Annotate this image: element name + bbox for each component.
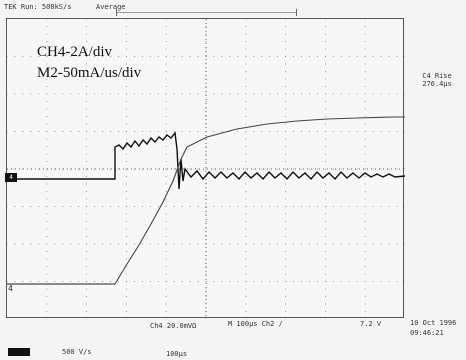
graticule-grid [7, 19, 405, 319]
record-end-tick [296, 9, 297, 16]
acquisition-status: TEK Run: 500kS/s [4, 3, 72, 11]
sample-rate-readout: 500 V/s [62, 348, 92, 356]
channel-badge [8, 348, 30, 356]
ch4-scale-readout: Ch4 20.0mVΩ [150, 322, 197, 330]
ch4-scale-annotation: CH4-2A/div [37, 44, 112, 60]
waveform-area [7, 19, 405, 319]
timestamp: 10 Oct 1996 09:46:21 [410, 318, 466, 338]
ch4-current-trace [7, 131, 405, 190]
scope-display: CH4-2A/div M2-50mA/us/div [6, 18, 405, 319]
m2-time-readout: 100μs [166, 350, 188, 358]
acquisition-mode: Average [96, 3, 126, 11]
m2-scale-annotation: M2-50mA/us/div [37, 65, 142, 81]
measurement-readout: C4 Rise 276.4μs [412, 72, 462, 88]
time-text: 09:46:21 [410, 329, 444, 337]
date-text: 10 Oct 1996 [410, 319, 457, 327]
status-bar: TEK Run: 500kS/s Average [4, 2, 404, 16]
bottom-status-bar: Ch4 20.0mVΩ M 100μs Ch2 ∕ 7.2 V 500 V/s … [0, 318, 466, 360]
record-position-bar [116, 9, 297, 19]
measurement-value: 276.4μs [422, 80, 452, 88]
trigger-level-readout: 7.2 V [360, 320, 382, 328]
timebase-readout: M 100μs Ch2 ∕ [228, 320, 283, 328]
record-start-tick [116, 9, 117, 16]
m2-math-trace [7, 116, 405, 285]
ch4-ground-marker: 4 [5, 173, 17, 182]
measurement-label: C4 Rise [422, 72, 452, 80]
m2-ground-marker: 4 [8, 284, 13, 293]
